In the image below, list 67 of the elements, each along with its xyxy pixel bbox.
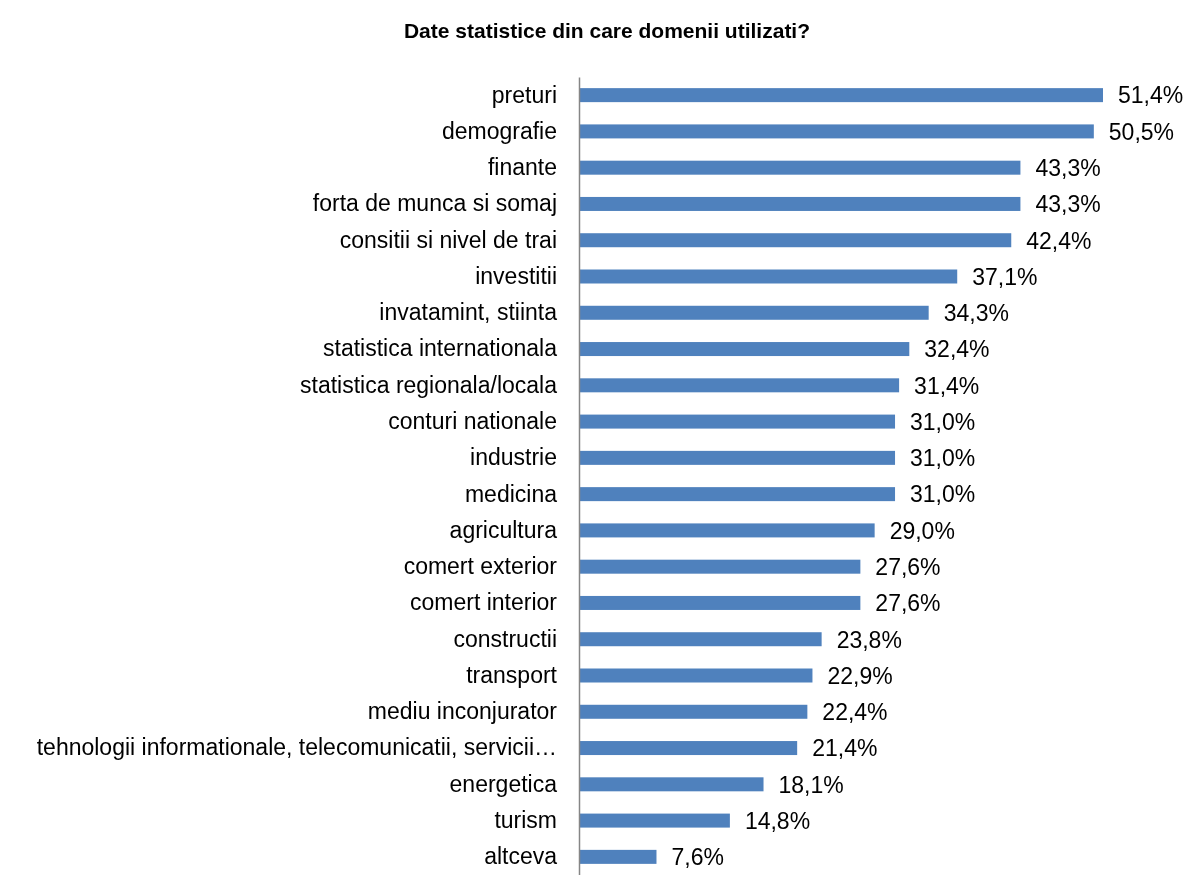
data-label: 31,0% xyxy=(910,408,976,435)
data-label: 23,8% xyxy=(836,626,902,653)
y-tick-label: transport xyxy=(466,661,558,688)
data-label: 51,4% xyxy=(1118,82,1184,109)
y-tick-label: comert exterior xyxy=(403,553,558,580)
data-label: 31,0% xyxy=(910,481,976,508)
data-label: 50,5% xyxy=(1108,118,1175,145)
bar xyxy=(579,668,813,683)
data-label: 42,4% xyxy=(1026,227,1092,254)
bar xyxy=(579,342,910,357)
data-label: 27,6% xyxy=(875,553,941,580)
y-tick-label: investitii xyxy=(475,262,557,289)
y-tick-label: invatamint, stiinta xyxy=(379,299,558,326)
bar xyxy=(579,813,730,828)
data-label: 29,0% xyxy=(889,517,955,544)
data-label: 14,8% xyxy=(744,807,811,834)
data-label: 37,1% xyxy=(972,263,1038,290)
y-tick-label: altceva xyxy=(484,843,558,870)
data-label: 43,3% xyxy=(1035,191,1101,218)
y-tick-label: tehnologii informationale, telecomunicatii, servicii… xyxy=(36,734,557,761)
y-tick-label: turism xyxy=(494,806,557,833)
y-tick-label: constructii xyxy=(453,625,557,652)
y-tick-label: comert interior xyxy=(410,589,558,616)
bar xyxy=(579,160,1021,175)
bar xyxy=(579,378,900,393)
bar xyxy=(579,414,896,429)
y-tick-label: mediu inconjurator xyxy=(367,698,558,725)
y-tick-label: finante xyxy=(487,154,557,181)
bar xyxy=(579,124,1094,139)
y-tick-label: conturi nationale xyxy=(388,407,557,434)
bar xyxy=(579,741,798,756)
bar xyxy=(579,487,896,502)
bar xyxy=(579,704,808,719)
y-tick-label: consitii si nivel de trai xyxy=(339,226,557,253)
y-tick-label: preturi xyxy=(491,81,557,108)
y-tick-label: demografie xyxy=(441,117,557,144)
data-label: 31,4% xyxy=(914,372,980,399)
data-label: 21,4% xyxy=(812,735,878,762)
y-tick-label: agricultura xyxy=(449,516,558,543)
y-tick-label: energetica xyxy=(449,770,558,797)
bar xyxy=(579,523,875,538)
bar xyxy=(579,450,896,465)
bar xyxy=(579,269,958,284)
y-tick-label: industrie xyxy=(470,444,557,471)
data-label: 7,6% xyxy=(671,844,724,871)
bar xyxy=(579,632,822,647)
bar xyxy=(579,559,861,574)
y-tick-label: medicina xyxy=(464,480,558,507)
data-label: 32,4% xyxy=(924,336,990,363)
bar xyxy=(579,849,657,864)
bar xyxy=(579,305,929,320)
chart-title: Date statistice din care domenii utilizati? xyxy=(403,19,811,42)
bar xyxy=(579,233,1012,248)
data-label: 22,4% xyxy=(822,699,888,726)
y-tick-label: statistica internationala xyxy=(323,335,558,362)
data-label: 27,6% xyxy=(875,590,941,617)
y-tick-label: statistica regionala/locala xyxy=(300,371,558,398)
y-tick-label: forta de munca si somaj xyxy=(312,190,557,217)
data-label: 22,9% xyxy=(827,662,893,689)
bar xyxy=(579,777,764,792)
bar xyxy=(579,88,1103,103)
data-label: 18,1% xyxy=(778,771,844,798)
bar xyxy=(579,196,1021,211)
data-label: 31,0% xyxy=(910,445,976,472)
data-label: 43,3% xyxy=(1035,154,1101,181)
bar xyxy=(579,595,861,610)
data-label: 34,3% xyxy=(943,300,1009,327)
